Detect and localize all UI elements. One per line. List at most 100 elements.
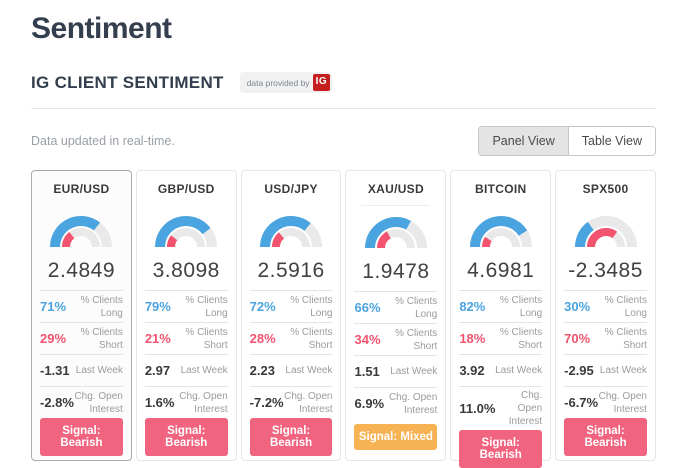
clients-short-label: % Clients Short — [604, 326, 647, 351]
chg-open-interest-value: 11.0% — [459, 401, 496, 416]
sentiment-card[interactable]: USD/JPY 2.5916 72% % Clients Long 28% % … — [240, 170, 342, 461]
gauge-wrap — [346, 212, 445, 259]
stat-clients-long: 82% % Clients Long — [459, 290, 543, 322]
instrument-name: SPX500 — [582, 182, 629, 196]
sentiment-gauge — [569, 211, 643, 258]
stat-last-week: -2.95 Last Week — [564, 354, 647, 386]
chg-open-interest-label: Chg. Open Interest — [179, 390, 228, 415]
sentiment-gauge — [359, 212, 433, 259]
sentiment-score: 1.9478 — [362, 260, 430, 283]
chg-open-interest-value: -7.2% — [249, 395, 284, 410]
last-week-label: Last Week — [180, 365, 228, 376]
toolbar: Data updated in real-time. Panel View Ta… — [31, 125, 656, 157]
card-stats: 79% % Clients Long 21% % Clients Short 2… — [137, 290, 236, 418]
sentiment-card[interactable]: EUR/USD 2.4849 71% % Clients Long 29% % … — [31, 170, 132, 461]
clients-long-value: 82% — [459, 299, 486, 314]
clients-short-label: % Clients Short — [499, 326, 543, 351]
last-week-label: Last Week — [285, 365, 333, 376]
clients-short-value: 34% — [354, 332, 381, 347]
instrument-name: USD/JPY — [264, 182, 318, 196]
signal-badge[interactable]: Signal: Bearish — [564, 418, 647, 456]
stat-clients-short: 18% % Clients Short — [459, 322, 543, 354]
chg-open-interest-label: Chg. Open Interest — [74, 390, 123, 415]
clients-long-value: 72% — [249, 299, 276, 314]
sentiment-card[interactable]: XAU/USD 1.9478 66% % Clients Long 34% % … — [345, 170, 447, 461]
stat-clients-short: 34% % Clients Short — [354, 323, 438, 355]
stat-clients-long: 79% % Clients Long — [144, 290, 228, 322]
signal-badge[interactable]: Signal: Bearish — [459, 430, 543, 468]
stat-clients-long: 30% % Clients Long — [564, 290, 647, 322]
stat-chg-open-interest: -7.2% Chg. Open Interest — [249, 386, 333, 418]
chg-open-interest-value: -2.8% — [40, 395, 74, 410]
stat-last-week: 1.51 Last Week — [354, 355, 438, 387]
clients-long-label: % Clients Long — [290, 294, 333, 319]
sentiment-score: 2.5916 — [257, 259, 325, 282]
clients-long-label: % Clients Long — [604, 294, 647, 319]
card-stats: 66% % Clients Long 34% % Clients Short 1… — [346, 291, 445, 419]
clients-short-value: 28% — [249, 331, 276, 346]
chg-open-interest-value: 1.6% — [144, 395, 175, 410]
stat-chg-open-interest: 11.0% Chg. Open Interest — [459, 386, 543, 430]
stat-last-week: -1.31 Last Week — [40, 354, 123, 386]
clients-short-label: % Clients Short — [80, 326, 123, 351]
sentiment-gauge — [149, 211, 223, 258]
gauge-wrap — [556, 211, 655, 258]
clients-long-value: 30% — [564, 299, 591, 314]
signal-badge[interactable]: Signal: Bearish — [249, 418, 333, 456]
signal-badge[interactable]: Signal: Bearish — [144, 418, 228, 456]
status-text: Data updated in real-time. — [31, 134, 175, 148]
sentiment-gauge — [464, 211, 538, 258]
sentiment-card[interactable]: BITCOIN 4.6981 82% % Clients Long 18% % … — [450, 170, 552, 468]
view-button-table[interactable]: Table View — [567, 127, 655, 155]
stat-clients-short: 28% % Clients Short — [249, 322, 333, 354]
chg-open-interest-value: -6.7% — [564, 395, 599, 410]
last-week-value: -2.95 — [564, 363, 594, 378]
clients-long-value: 66% — [354, 300, 381, 315]
stat-clients-long: 71% % Clients Long — [40, 290, 123, 322]
clients-short-label: % Clients Short — [185, 326, 228, 351]
title-underline — [361, 205, 431, 206]
stat-last-week: 3.92 Last Week — [459, 354, 543, 386]
last-week-value: 1.51 — [354, 364, 380, 379]
sentiment-card[interactable]: SPX500 -2.3485 30% % Clients Long 70% % … — [555, 170, 656, 461]
chg-open-interest-label: Chg. Open Interest — [508, 390, 543, 427]
provider-badge: data provided by IG — [239, 72, 333, 93]
clients-short-value: 18% — [459, 331, 486, 346]
last-week-value: -1.31 — [40, 363, 70, 378]
signal-badge[interactable]: Signal: Bearish — [40, 418, 123, 456]
page-title: Sentiment — [31, 12, 172, 45]
stat-clients-long: 66% % Clients Long — [354, 291, 438, 323]
stat-chg-open-interest: 1.6% Chg. Open Interest — [144, 386, 228, 418]
last-week-label: Last Week — [495, 365, 543, 376]
sentiment-card[interactable]: GBP/USD 3.8098 79% % Clients Long 21% % … — [135, 170, 237, 461]
instrument-name: EUR/USD — [53, 182, 110, 196]
view-toggle: Panel View Table View — [478, 126, 656, 156]
stat-chg-open-interest: 6.9% Chg. Open Interest — [354, 387, 438, 419]
last-week-value: 3.92 — [459, 363, 485, 378]
section-divider — [31, 108, 656, 109]
stat-chg-open-interest: -6.7% Chg. Open Interest — [564, 386, 647, 418]
gauge-wrap — [242, 211, 341, 258]
signal-badge[interactable]: Signal: Mixed — [354, 424, 438, 450]
card-stats: 72% % Clients Long 28% % Clients Short 2… — [242, 290, 341, 418]
clients-short-value: 70% — [564, 331, 591, 346]
instrument-name: BITCOIN — [475, 182, 527, 196]
sentiment-gauge — [44, 211, 118, 258]
stat-clients-short: 21% % Clients Short — [144, 322, 228, 354]
chg-open-interest-label: Chg. Open Interest — [388, 391, 438, 416]
clients-short-value: 21% — [144, 331, 171, 346]
last-week-value: 2.23 — [249, 363, 275, 378]
clients-short-value: 29% — [40, 331, 67, 346]
gauge-wrap — [137, 211, 236, 258]
view-button-panel[interactable]: Panel View — [479, 127, 568, 155]
sentiment-gauge — [254, 211, 328, 258]
gauge-wrap — [451, 211, 550, 258]
last-week-label: Last Week — [599, 365, 647, 376]
provider-badge-text: data provided by — [246, 77, 310, 88]
clients-long-value: 71% — [40, 299, 67, 314]
chg-open-interest-value: 6.9% — [354, 396, 385, 411]
clients-long-label: % Clients Long — [395, 295, 438, 320]
sentiment-score: -2.3485 — [568, 259, 643, 282]
stat-chg-open-interest: -2.8% Chg. Open Interest — [40, 386, 123, 418]
